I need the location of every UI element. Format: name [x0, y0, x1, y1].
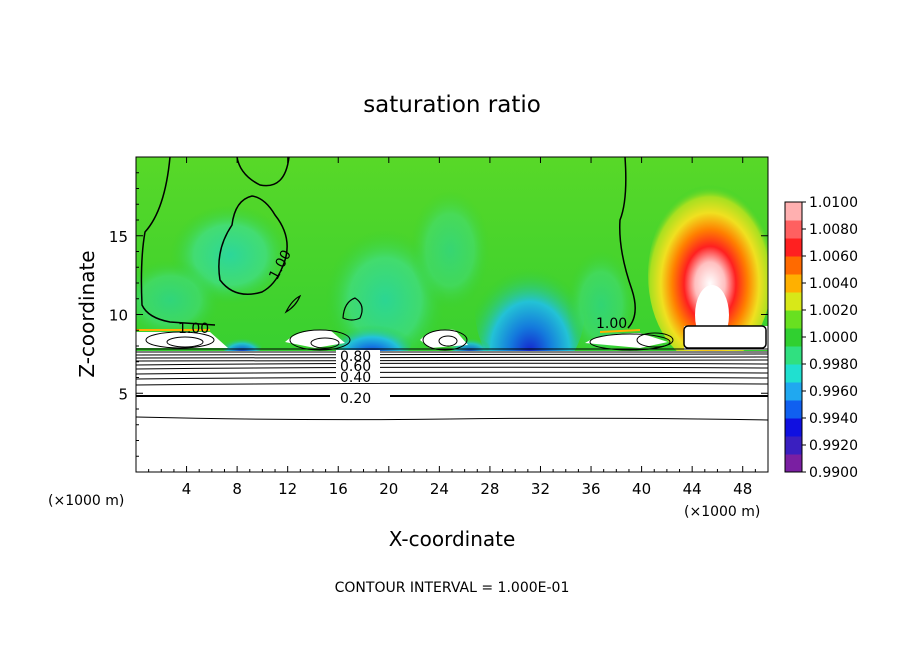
colorbar-swatch — [785, 346, 802, 365]
x-tick-label: 40 — [632, 480, 651, 498]
colorbar-swatch — [785, 364, 802, 383]
colorbar-swatch — [785, 310, 802, 329]
colorbar-swatch — [785, 256, 802, 275]
x-tick-label: 48 — [733, 480, 752, 498]
x-tick-label: 12 — [278, 480, 297, 498]
colorbar-label: 1.0020 — [809, 303, 858, 319]
chart-title: saturation ratio — [363, 92, 541, 118]
x-tick-label: 44 — [683, 480, 702, 498]
x-tick-label: 4 — [182, 480, 192, 498]
field-blue-18 — [332, 315, 412, 351]
y-tick-label: 15 — [109, 228, 128, 246]
colorbar-swatch — [785, 418, 802, 437]
colorbar-swatch — [785, 400, 802, 419]
contour-label: 0.40 — [340, 370, 371, 386]
y-tick-label: 10 — [109, 307, 128, 325]
colorbar-label: 0.9920 — [809, 438, 858, 454]
colorbar-swatch — [785, 436, 802, 455]
contour-label: 1.00 — [178, 321, 209, 337]
x-tick-label: 24 — [430, 480, 449, 498]
cloud-blob-5 — [684, 326, 768, 350]
x-tick-label: 8 — [232, 480, 242, 498]
colorbar-swatch — [785, 382, 802, 401]
colorbar-label: 0.9900 — [809, 465, 858, 481]
colorbar-label: 1.0060 — [809, 249, 858, 265]
colorbar-label: 1.0080 — [809, 222, 858, 238]
colorbar: 1.0100 1.0080 1.0060 1.0040 1.0020 1.0000 0.99… — [784, 195, 858, 481]
colorbar-label: 0.9980 — [809, 357, 858, 373]
contour-label-group: 1.00 1.00 1.00 0.80 0.60 0.40 0.20 — [178, 248, 627, 407]
field-cyan-left2 — [136, 260, 220, 340]
field-cyan-mid2 — [410, 190, 490, 310]
contour-lines — [135, 156, 769, 421]
x-tick-label: 28 — [480, 480, 499, 498]
cloud-blob-1 — [136, 332, 228, 348]
contour-label: 0.80 — [340, 349, 371, 365]
cloud-blob-2 — [285, 329, 345, 348]
colorbar-label: 1.0040 — [809, 276, 858, 292]
colorbar-label: 1.0000 — [809, 330, 858, 346]
contour-label: 0.20 — [340, 391, 371, 407]
field-cyan-right — [566, 250, 636, 351]
x-axis-title: X-coordinate — [389, 527, 516, 551]
x-tick-label: 16 — [329, 480, 348, 498]
colorbar-swatch — [785, 292, 802, 311]
colorbar-label: 0.9940 — [809, 411, 858, 427]
colorbar-swatch — [785, 328, 802, 347]
contour-label: 1.00 — [596, 316, 627, 332]
x-axis: 4 8 12 16 20 24 28 32 36 40 44 48 — [148, 157, 756, 498]
field-blue-8 — [222, 333, 262, 351]
colorbar-swatch — [785, 238, 802, 257]
field-blue-32 — [475, 240, 585, 351]
saturation-field — [136, 157, 768, 351]
cloud-blob-4 — [585, 333, 668, 348]
x-unit-left: (×1000 m) — [48, 493, 124, 509]
colorbar-label: 0.9960 — [809, 384, 858, 400]
y-axis-title: Z-coordinate — [75, 250, 99, 377]
contour-interval-note: CONTOUR INTERVAL = 1.000E-01 — [335, 580, 570, 596]
x-tick-label: 20 — [379, 480, 398, 498]
x-unit-right: (×1000 m) — [684, 504, 760, 520]
colorbar-label: 1.0100 — [809, 195, 858, 211]
colorbar-swatch — [785, 274, 802, 293]
x-tick-label: 36 — [581, 480, 600, 498]
y-tick-label: 5 — [118, 385, 128, 403]
x-tick-label: 32 — [531, 480, 550, 498]
colorbar-swatch — [785, 202, 802, 221]
colorbar-swatch — [785, 220, 802, 239]
field-supersaturated — [648, 185, 768, 351]
y-axis: 5 10 15 — [109, 172, 768, 457]
colorbar-swatch — [785, 454, 802, 473]
